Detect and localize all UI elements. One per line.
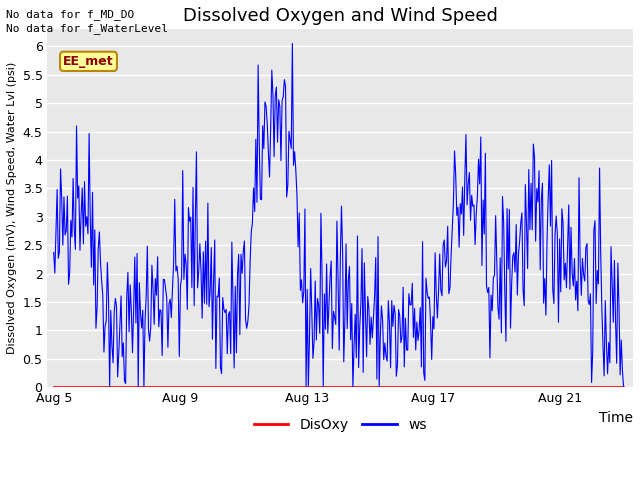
Title: Dissolved Oxygen and Wind Speed: Dissolved Oxygen and Wind Speed [183,7,498,25]
Text: EE_met: EE_met [63,55,114,68]
Text: No data for f_WaterLevel: No data for f_WaterLevel [6,23,168,34]
X-axis label: Time: Time [599,411,633,425]
Y-axis label: Dissolved Oxygen (mV), Wind Speed, Water Lvl (psi): Dissolved Oxygen (mV), Wind Speed, Water… [7,62,17,354]
Text: No data for f_MD_DO: No data for f_MD_DO [6,9,134,20]
Legend: DisOxy, ws: DisOxy, ws [248,412,433,438]
